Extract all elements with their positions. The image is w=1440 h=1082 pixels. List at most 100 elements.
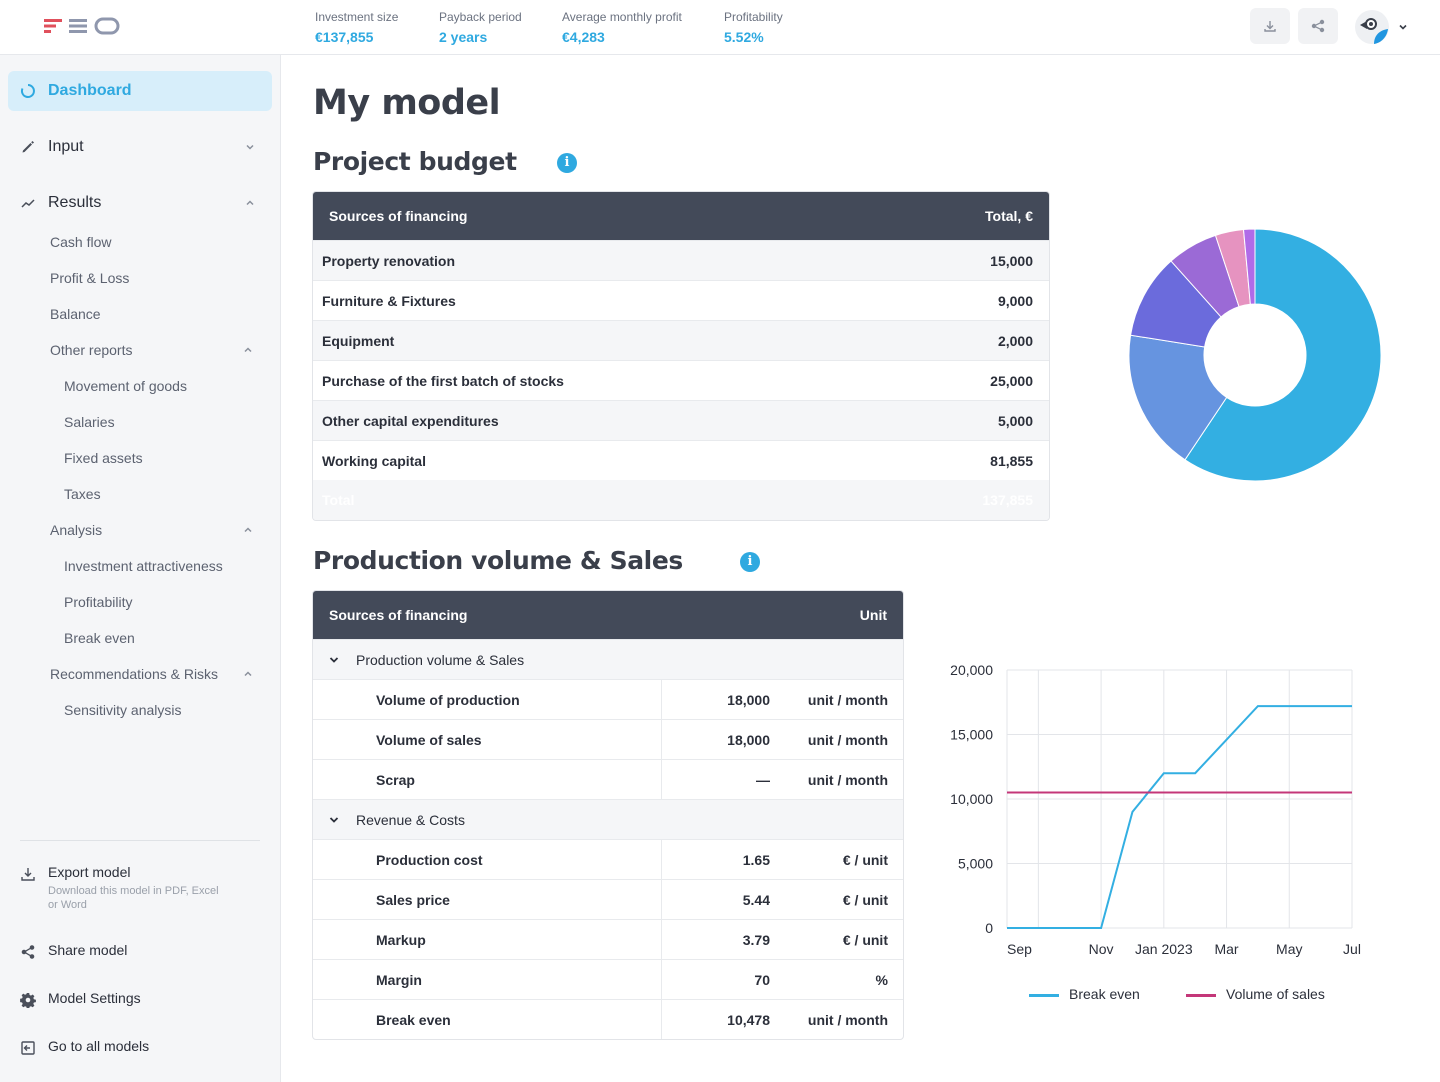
share-button[interactable] [1298, 8, 1338, 44]
y-tick-label: 20,000 [950, 662, 993, 678]
kpi-value: 5.52% [724, 29, 764, 45]
sidebar-item-dashboard[interactable]: Dashboard [8, 71, 272, 111]
go-to-all-models-label: Go to all models [48, 1038, 150, 1054]
legend-label: Volume of sales [1226, 986, 1325, 1002]
page-title: My model [313, 83, 501, 123]
group-revenue-costs[interactable]: Revenue & Costs [313, 799, 903, 839]
exit-icon [21, 1041, 35, 1055]
y-tick-label: 15,000 [950, 727, 993, 743]
column-separator [661, 880, 662, 920]
pencil-icon [22, 141, 34, 153]
table-row: Property renovation 15,000 [313, 240, 1049, 280]
table-row: Purchase of the first batch of stocks 25,… [313, 360, 1049, 400]
sidebar-item-recommendations-risks[interactable]: Recommendations & Risks [50, 664, 260, 684]
row-value: 5.44 [742, 892, 770, 908]
y-tick-label: 0 [985, 920, 993, 936]
sidebar-divider [20, 840, 260, 841]
legend-swatch [1029, 994, 1059, 997]
row-name: Margin [376, 972, 422, 988]
row-value: 15,000 [990, 253, 1033, 269]
project-budget-title: Project budget [313, 147, 517, 176]
group-label: Production volume & Sales [356, 652, 525, 668]
download-icon [21, 868, 35, 881]
kpi-profitability: Profitability 5.52% [724, 10, 783, 45]
share-model-button[interactable]: Share model [20, 942, 260, 962]
info-icon[interactable]: i [557, 153, 577, 173]
chevron-up-icon [244, 671, 252, 677]
row-name: Markup [376, 932, 426, 948]
sidebar-item-movement-of-goods[interactable]: Movement of goods [64, 376, 187, 396]
trend-icon [21, 199, 35, 208]
table-row: Sales price 5.44 € / unit [313, 879, 903, 920]
sidebar-item-profitability[interactable]: Profitability [64, 592, 132, 612]
x-tick-label: Mar [1214, 941, 1238, 957]
sidebar-item-sensitivity-analysis[interactable]: Sensitivity analysis [64, 700, 182, 720]
sidebar-item-taxes[interactable]: Taxes [64, 484, 101, 504]
y-tick-label: 5,000 [958, 856, 993, 872]
column-separator [661, 720, 662, 760]
column-header: Sources of financing [329, 607, 468, 623]
row-name: Scrap [376, 772, 415, 788]
table-row: Other capital expenditures 5,000 [313, 400, 1049, 440]
row-value: 25,000 [990, 373, 1033, 389]
model-settings-button[interactable]: Model Settings [20, 990, 260, 1010]
pie-slice-property-renovation[interactable] [1128, 334, 1228, 461]
kpi-value: €4,283 [562, 29, 605, 45]
table-row: Scrap — unit / month [313, 759, 903, 800]
sidebar-item-fixed-assets[interactable]: Fixed assets [64, 448, 143, 468]
x-tick-label: Jul [1343, 941, 1361, 957]
chevron-down-icon [329, 817, 339, 823]
total-row: Total 137,855 [313, 480, 1049, 520]
sidebar-item-other-reports[interactable]: Other reports [50, 340, 260, 360]
download-button[interactable] [1250, 8, 1290, 44]
pie-slice-working-capital[interactable] [1184, 228, 1382, 482]
sidebar-item-profit-loss[interactable]: Profit & Loss [50, 268, 129, 288]
sidebar-item-analysis[interactable]: Analysis [50, 520, 260, 540]
row-value: — [756, 772, 770, 788]
export-model-button[interactable]: Export model Download this model in PDF,… [20, 864, 260, 914]
production-sales-title: Production volume & Sales [313, 546, 683, 575]
sidebar-item-salaries[interactable]: Salaries [64, 412, 115, 432]
column-separator [661, 680, 662, 720]
download-icon [1264, 21, 1276, 32]
row-name: Production cost [376, 852, 483, 868]
row-value: 18,000 [727, 732, 770, 748]
column-separator [661, 760, 662, 800]
chevron-down-icon [329, 657, 339, 663]
feo-logo[interactable] [42, 16, 122, 36]
sidebar-item-label: Cash flow [50, 234, 112, 250]
main-content: My model Project budget i Sources of fin… [281, 55, 1440, 1082]
production-sales-table: Sources of financing Unit Production vol… [312, 590, 904, 1040]
table-header: Sources of financing Total, € [313, 192, 1049, 240]
user-menu[interactable] [1354, 9, 1414, 45]
row-value: 18,000 [727, 692, 770, 708]
legend-swatch [1186, 994, 1216, 997]
sidebar-item-input[interactable]: Input [8, 127, 272, 167]
info-icon[interactable]: i [740, 552, 760, 572]
sidebar-item-cash-flow[interactable]: Cash flow [50, 232, 111, 252]
column-separator [661, 840, 662, 880]
row-value: 81,855 [990, 453, 1033, 469]
kpi-average-monthly-profit: Average monthly profit €4,283 [562, 10, 682, 45]
sidebar-item-break-even[interactable]: Break even [64, 628, 135, 648]
sidebar-item-results[interactable]: Results [8, 183, 272, 223]
kpi-investment-size: Investment size €137,855 [315, 10, 398, 45]
row-name: Sales price [376, 892, 450, 908]
pie-slice-equipment[interactable] [1242, 228, 1256, 305]
sidebar-item-label: Input [48, 138, 84, 155]
sidebar-item-label: Profitability [64, 594, 133, 610]
group-production-volume-sales[interactable]: Production volume & Sales [313, 639, 903, 679]
go-to-all-models-button[interactable]: Go to all models [20, 1038, 260, 1058]
sidebar-item-balance[interactable]: Balance [50, 304, 101, 324]
row-value: 3.79 [742, 932, 770, 948]
chevron-down-icon [246, 144, 254, 150]
model-settings-label: Model Settings [48, 990, 141, 1006]
sidebar-item-investment-attractiveness[interactable]: Investment attractiveness [64, 556, 223, 576]
row-name: Working capital [322, 453, 426, 469]
sidebar-item-label: Fixed assets [64, 450, 143, 466]
kpi-label: Payback period [439, 10, 522, 24]
sidebar-item-label: Salaries [64, 414, 115, 430]
share-icon [1311, 19, 1325, 33]
series-line-break-even [1007, 705, 1352, 929]
row-name: Equipment [322, 333, 395, 349]
